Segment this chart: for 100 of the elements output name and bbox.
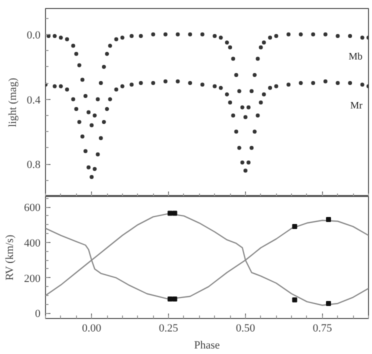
point [151,81,156,86]
point [65,37,70,42]
point [237,146,242,150]
point [86,110,91,114]
point [298,32,303,36]
point [268,36,272,40]
point [83,149,88,154]
point [120,36,124,40]
point [360,82,364,87]
point [188,81,192,86]
point [98,136,103,140]
point [163,79,168,84]
point [114,37,118,42]
y-tick-label: 600 [24,202,41,214]
point [83,94,88,98]
point [108,44,112,48]
point [326,300,332,306]
point [243,115,248,120]
point [224,92,229,96]
point [348,81,352,86]
point [240,105,244,110]
point [90,123,94,128]
point [74,106,78,111]
point [237,89,242,94]
point [311,81,316,86]
point [256,113,260,118]
point [80,134,84,139]
point [151,32,156,36]
point [77,63,82,68]
x-tick-label: 0.75 [312,322,332,334]
point [168,210,173,216]
y-tick-label: 0 [35,308,41,320]
point [96,97,100,102]
point [120,84,124,88]
point [243,168,248,173]
point [200,32,204,36]
point [268,86,272,90]
point [52,34,57,38]
point [336,81,340,86]
point [252,130,257,134]
point [212,84,217,88]
point [258,100,263,104]
point [224,40,229,45]
point [102,64,106,69]
point [323,32,328,36]
series-label: Mb [348,52,363,63]
point [188,32,192,36]
point [246,105,251,110]
y-axis-title: light (mag) [6,78,19,128]
point [176,32,180,36]
y-tick-label: 400 [24,237,41,250]
point [262,40,266,45]
point [86,165,91,170]
point [326,216,332,222]
point [228,45,232,50]
point [138,81,143,86]
point [348,34,352,38]
point [286,32,291,36]
point [274,34,278,38]
x-tick-label: 0.50 [236,322,256,334]
point [71,44,76,48]
point [336,34,340,38]
point [96,152,100,156]
point [218,86,223,90]
series-label: Mr [350,100,364,112]
point [246,160,251,164]
y-tick-label: 0.4 [26,94,41,106]
point [58,84,63,88]
point [252,72,257,77]
point [262,92,266,96]
point [163,32,168,36]
point [77,120,82,124]
point [92,113,97,118]
point [92,166,97,171]
point [90,175,94,180]
point [130,34,134,38]
point [52,84,57,88]
point [256,56,260,61]
point [231,56,236,61]
point [114,88,118,92]
point [258,45,263,50]
y-tick-label: 0.8 [26,159,41,172]
point [323,79,328,84]
y-tick-label: 0.0 [26,29,41,42]
point [274,84,278,88]
point [74,52,78,56]
point [172,210,178,216]
point [138,34,143,38]
point [130,82,134,87]
point [108,97,112,102]
point [234,130,238,134]
point [176,79,180,84]
point [292,224,298,230]
x-axis-title: Phase [194,340,220,352]
point [168,296,173,302]
point [250,89,254,94]
point [231,113,236,118]
point [212,34,217,38]
point [80,78,84,82]
point [286,82,291,87]
